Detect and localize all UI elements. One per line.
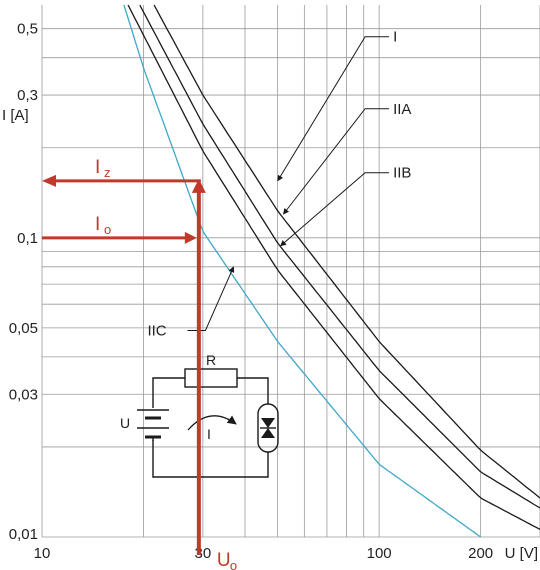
current-label: I xyxy=(207,426,211,442)
grid xyxy=(41,5,540,538)
resistor-symbol xyxy=(184,368,238,388)
series-line-iib xyxy=(127,4,540,530)
y-axis-label: I [A] xyxy=(2,107,29,124)
y-tick-label: 0,3 xyxy=(17,87,38,104)
iz-arrow-head xyxy=(42,174,56,187)
x-axis-label: U [V] xyxy=(505,545,538,562)
uo-label-sub: o xyxy=(230,558,237,570)
y-tick-label: 0,01 xyxy=(9,526,38,543)
callouts: I IIA IIB IIC xyxy=(147,29,411,340)
curve-label-iia: IIA xyxy=(393,101,411,118)
circuit-wire xyxy=(237,377,269,404)
circuit-wire xyxy=(152,440,269,478)
io-label: I xyxy=(95,214,100,235)
callout-line-i xyxy=(277,36,390,182)
curves xyxy=(123,4,540,538)
iz-label: I xyxy=(95,157,100,178)
x-tick-label: 10 xyxy=(34,545,51,562)
current-arrow xyxy=(187,415,237,431)
uo-label: U xyxy=(217,550,231,570)
callout-line-iia xyxy=(282,108,390,215)
resistor-label: R xyxy=(206,352,216,368)
io-arrow-head xyxy=(184,231,197,244)
y-tick-label: 0,5 xyxy=(17,21,38,38)
series-line-iic xyxy=(123,4,481,538)
uo-arrow-head xyxy=(191,178,206,193)
curve-label-iic: IIC xyxy=(147,323,166,340)
load-symbol xyxy=(257,403,279,453)
circuit-wire xyxy=(152,377,185,408)
diode-triangle xyxy=(261,418,275,428)
curve-label-iib: IIB xyxy=(393,165,411,182)
y-tick-label: 0,1 xyxy=(17,230,38,247)
series-line-iia xyxy=(139,4,540,509)
y-tick-label: 0,03 xyxy=(9,386,38,403)
voltage-label: U xyxy=(120,415,130,431)
callout-line-iic xyxy=(187,266,235,332)
iz-label-sub: z xyxy=(104,165,111,180)
x-tick-label: 200 xyxy=(468,545,493,562)
curve-label-i: I xyxy=(393,29,397,46)
io-label-sub: o xyxy=(104,222,111,237)
callout-line-iib xyxy=(280,172,390,247)
series-line-i xyxy=(153,4,540,499)
x-tick-label: 100 xyxy=(367,545,392,562)
y-tick-label: 0,05 xyxy=(9,320,38,337)
diode-triangle xyxy=(261,428,275,438)
circuit-diagram: R U I xyxy=(120,352,279,478)
